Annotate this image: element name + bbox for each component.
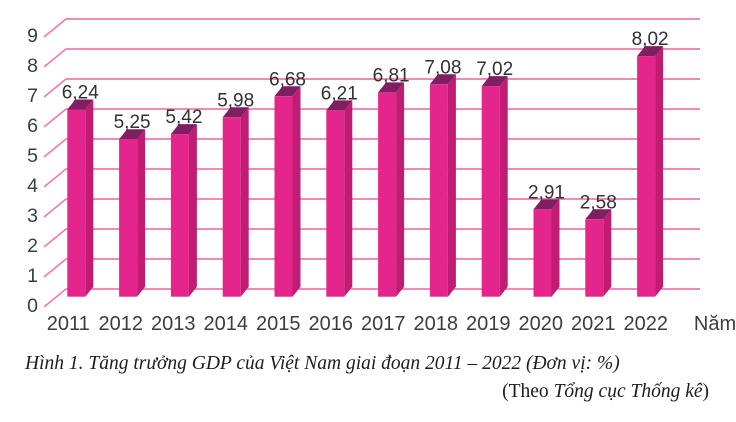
y-axis-label: 8 xyxy=(27,55,38,77)
bar-value-label: 5,25 xyxy=(114,112,151,133)
y-axis-tick xyxy=(43,288,67,308)
bar-2019 xyxy=(481,86,500,297)
bar-chart: 0 1 2 3 4 5 6 7 8 9 6,24 2011 5,25 2012 5,42 2013 5,98 20… xyxy=(27,18,736,335)
bar-value-label: 6,24 xyxy=(62,83,99,104)
bar-top-face xyxy=(429,74,456,85)
y-axis-label: 4 xyxy=(27,175,38,197)
y-axis-tick xyxy=(43,198,67,218)
bar-top-face xyxy=(67,99,94,110)
y-axis-tick xyxy=(43,138,67,158)
bar-top-face xyxy=(637,46,664,57)
bar-2015 xyxy=(274,96,293,297)
bar-side-face xyxy=(447,74,456,297)
bar-top-face xyxy=(378,82,405,93)
bar-side-face xyxy=(499,76,508,297)
bar-side-face xyxy=(655,46,664,297)
bar-value-label: 5,98 xyxy=(217,90,254,111)
bar-2017 xyxy=(378,92,397,297)
caption-source-name: Tổng cục Thống kê xyxy=(553,381,703,402)
bar-2012 xyxy=(119,139,138,297)
x-axis-label-2014: 2014 xyxy=(204,313,249,335)
bar-2014 xyxy=(222,117,241,297)
x-axis-label-2021: 2021 xyxy=(571,313,616,335)
bar-2018 xyxy=(429,84,448,297)
bar-side-face xyxy=(396,82,405,297)
bar-top-face xyxy=(481,76,508,87)
bar-value-label: 6,68 xyxy=(269,69,306,90)
bar-top-face xyxy=(533,199,560,210)
x-axis-label-2017: 2017 xyxy=(361,313,406,335)
bar-top-face xyxy=(585,209,612,220)
y-axis-label: 5 xyxy=(27,145,38,167)
x-axis-label-2013: 2013 xyxy=(151,313,196,335)
y-axis-tick xyxy=(43,258,67,278)
y-axis-label: 0 xyxy=(27,295,38,317)
bar-2011 xyxy=(67,109,86,297)
bar-side-face xyxy=(292,86,301,297)
x-axis-label-2011: 2011 xyxy=(47,313,90,335)
x-axis-label-2020: 2020 xyxy=(519,313,564,335)
bar-top-face xyxy=(274,86,301,97)
y-axis-label: 6 xyxy=(27,115,38,137)
y-axis-tick xyxy=(43,78,67,98)
bar-side-face xyxy=(551,199,560,297)
bar-side-face xyxy=(85,99,94,297)
bar-value-label: 7,08 xyxy=(424,57,461,78)
y-axis-label: 2 xyxy=(27,235,38,257)
bar-2021 xyxy=(585,219,604,297)
y-axis-tick xyxy=(43,108,67,128)
y-axis-label: 9 xyxy=(27,25,38,47)
bar-value-label: 6,21 xyxy=(321,83,358,104)
y-axis-tick xyxy=(43,228,67,248)
bar-2016 xyxy=(326,110,345,297)
bar-top-face xyxy=(119,129,146,140)
y-axis-tick xyxy=(43,18,67,38)
bar-2022 xyxy=(637,56,656,297)
bar-side-face xyxy=(137,129,146,297)
x-axis-label-2012: 2012 xyxy=(99,313,144,335)
bar-value-label: 2,91 xyxy=(528,182,565,203)
caption-source-suffix: ) xyxy=(702,381,710,402)
x-axis-label-2015: 2015 xyxy=(256,313,301,335)
y-axis-label: 1 xyxy=(27,265,38,287)
x-axis-label-2022: 2022 xyxy=(624,313,669,335)
x-axis-label-2016: 2016 xyxy=(309,313,354,335)
bar-value-label: 8,02 xyxy=(632,29,669,50)
bar-value-label: 6,81 xyxy=(373,65,410,86)
bar-side-face xyxy=(188,124,197,297)
x-axis-label-2018: 2018 xyxy=(414,313,459,335)
y-axis-tick xyxy=(43,168,67,188)
caption-source: (Theo Tổng cục Thống kê) xyxy=(25,378,709,406)
chart-area: 0 1 2 3 4 5 6 7 8 9 6,24 2011 5,25 2012 5,42 2013 5,98 20… xyxy=(27,18,736,335)
y-axis-label: 7 xyxy=(27,85,38,107)
bar-side-face xyxy=(603,209,612,297)
bar-value-label: 2,58 xyxy=(580,192,617,213)
bar-side-face xyxy=(344,100,353,297)
x-axis-title: Năm xyxy=(694,313,736,335)
bar-2013 xyxy=(170,134,189,297)
figure-caption: Hình 1. Tăng trưởng GDP của Việt Nam gia… xyxy=(25,350,709,406)
y-axis-label: 3 xyxy=(27,205,38,227)
bar-side-face xyxy=(240,107,249,297)
bar-top-face xyxy=(170,124,197,135)
bar-top-face xyxy=(222,107,249,118)
x-axis-label-2019: 2019 xyxy=(466,313,511,335)
bar-top-face xyxy=(326,100,353,111)
bar-2020 xyxy=(533,209,552,297)
caption-title: Hình 1. Tăng trưởng GDP của Việt Nam gia… xyxy=(25,353,620,374)
y-axis-tick xyxy=(43,48,67,68)
bar-value-label: 7,02 xyxy=(476,59,513,80)
caption-source-prefix: (Theo xyxy=(502,381,554,402)
bar-value-label: 5,42 xyxy=(165,107,202,128)
